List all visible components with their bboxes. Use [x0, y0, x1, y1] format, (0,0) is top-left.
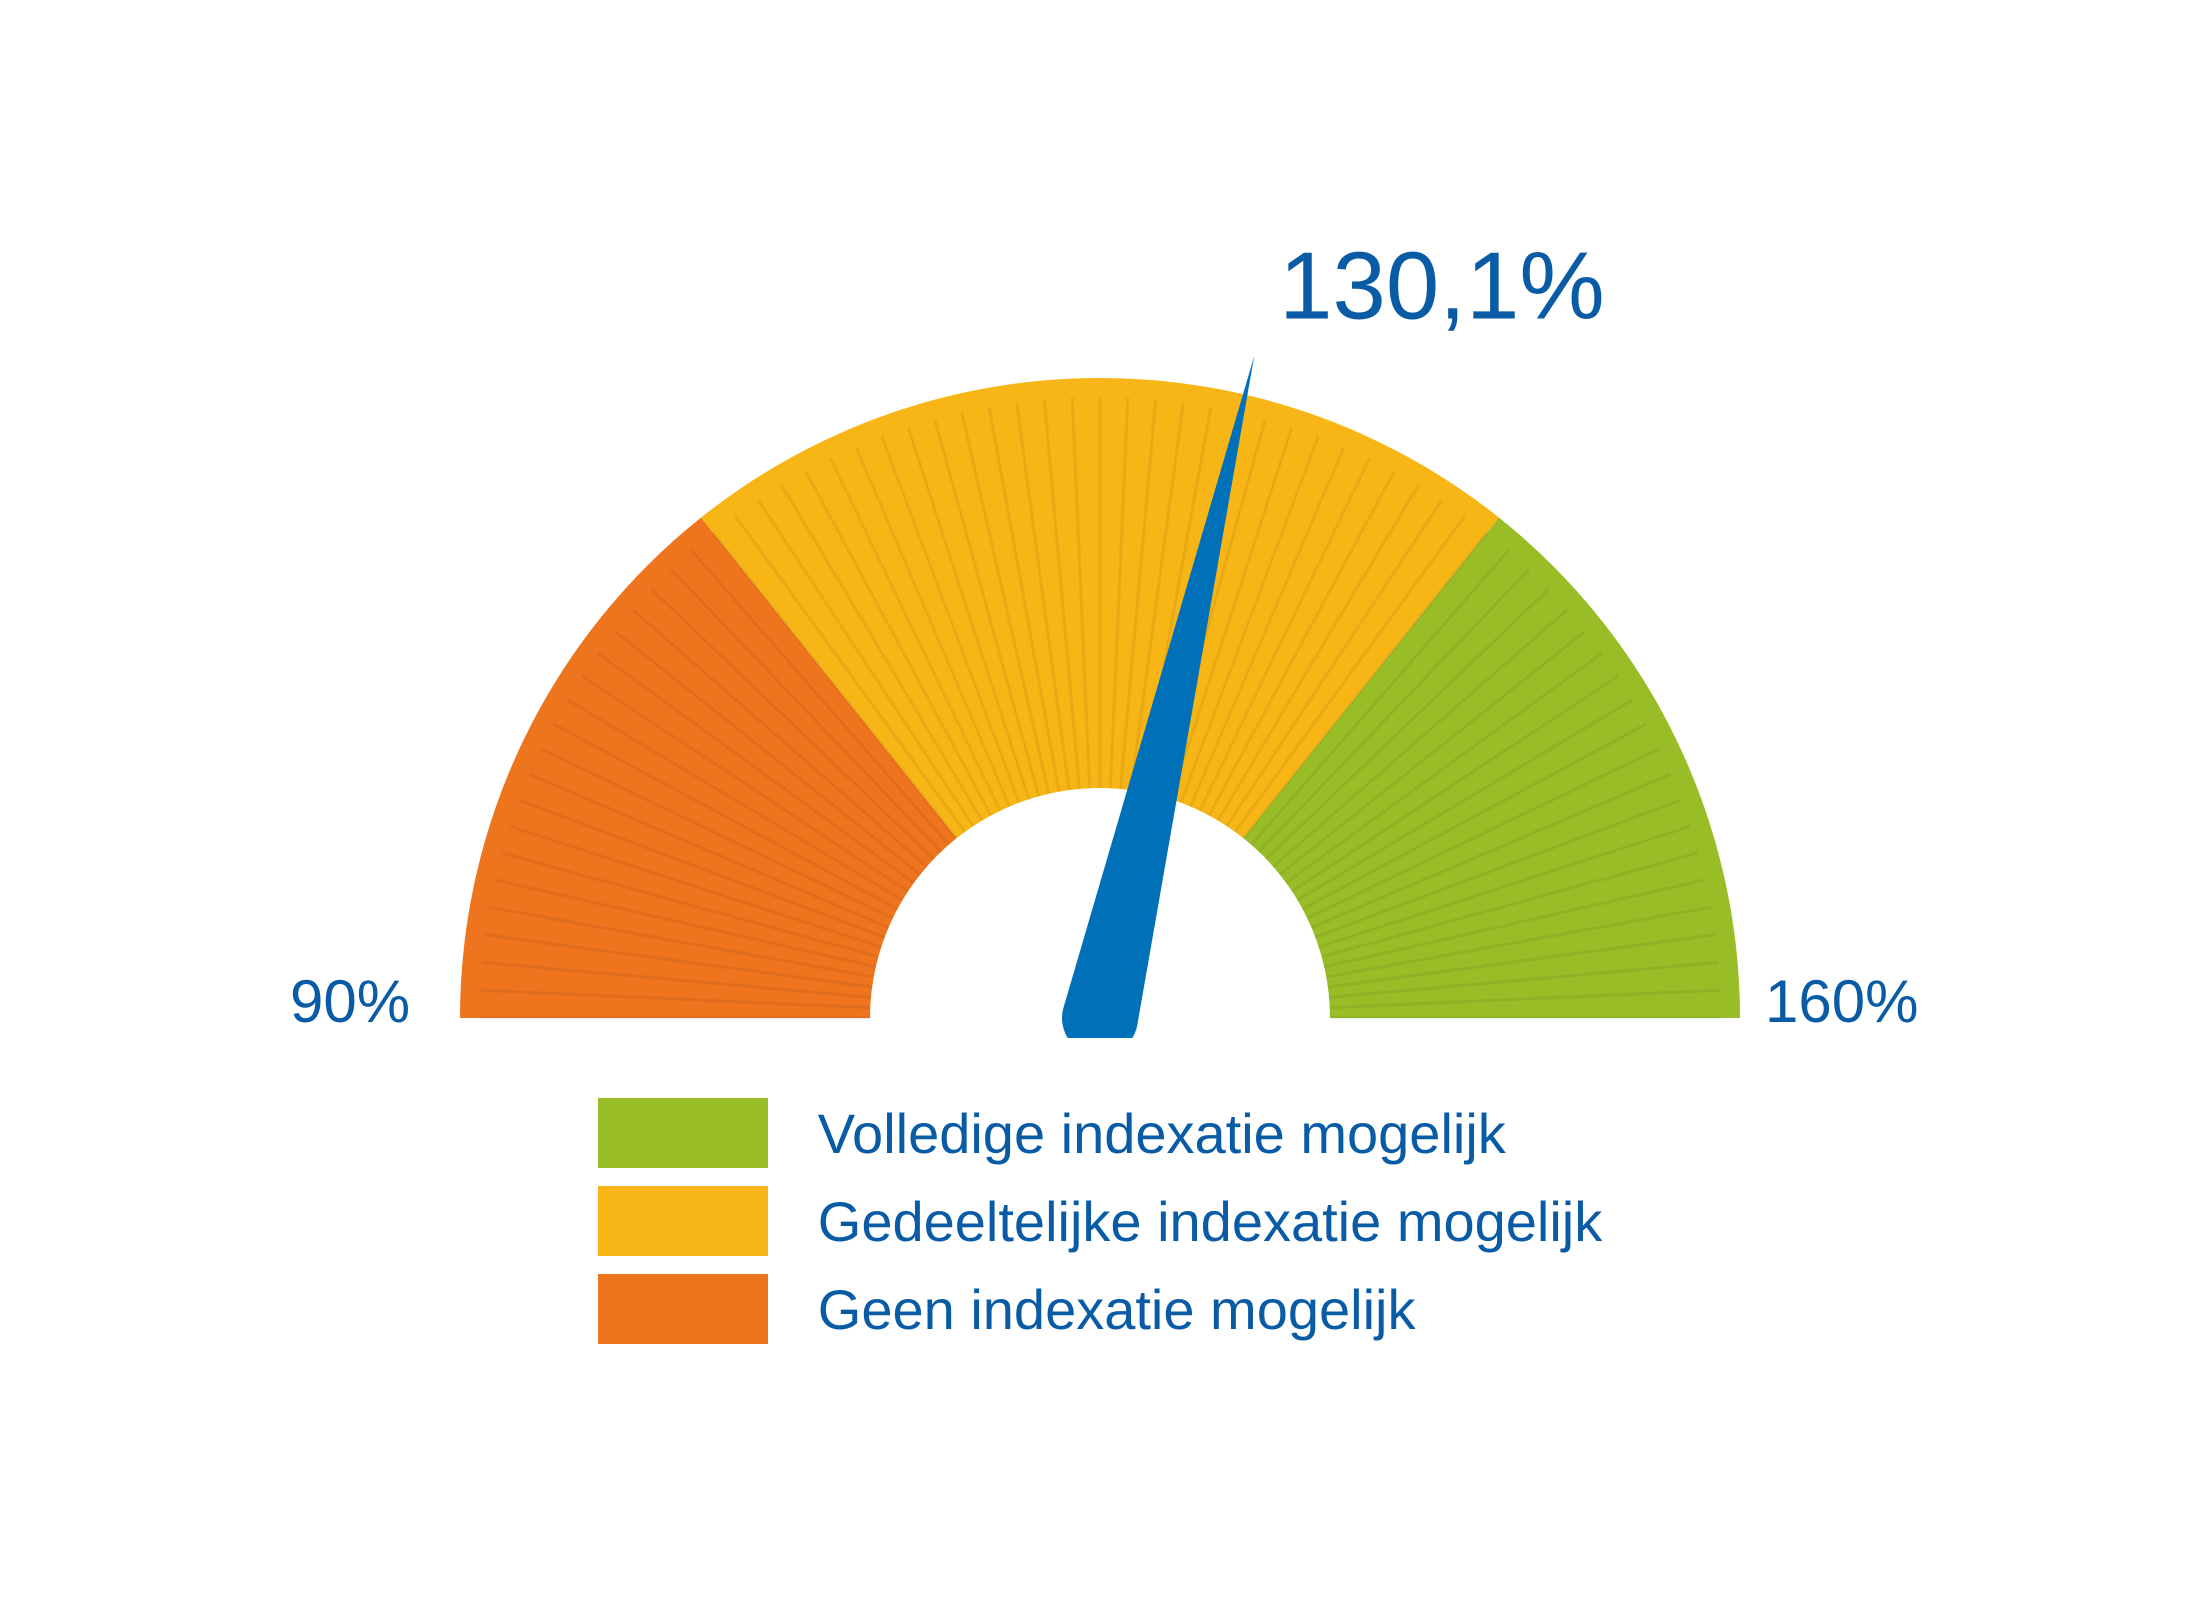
- gauge: 130,1% 90% 160%: [420, 238, 1780, 1038]
- legend-item-1: Gedeeltelijke indexatie mogelijk: [598, 1186, 1602, 1256]
- legend-label: Geen indexatie mogelijk: [818, 1277, 1416, 1342]
- gauge-value-label: 130,1%: [1279, 238, 1605, 340]
- legend-swatch: [598, 1274, 768, 1344]
- legend: Volledige indexatie mogelijk Gedeeltelijk…: [598, 1098, 1602, 1362]
- legend-swatch: [598, 1098, 768, 1168]
- legend-label: Gedeeltelijke indexatie mogelijk: [818, 1189, 1602, 1254]
- legend-item-2: Geen indexatie mogelijk: [598, 1274, 1602, 1344]
- gauge-min-label: 90%: [290, 967, 410, 1036]
- legend-label: Volledige indexatie mogelijk: [818, 1101, 1506, 1166]
- gauge-max-label: 160%: [1765, 967, 1918, 1036]
- legend-item-0: Volledige indexatie mogelijk: [598, 1098, 1602, 1168]
- chart-container: 130,1% 90% 160% Volledige indexatie moge…: [0, 0, 2200, 1600]
- legend-swatch: [598, 1186, 768, 1256]
- gauge-svg: 130,1%: [420, 238, 1780, 1038]
